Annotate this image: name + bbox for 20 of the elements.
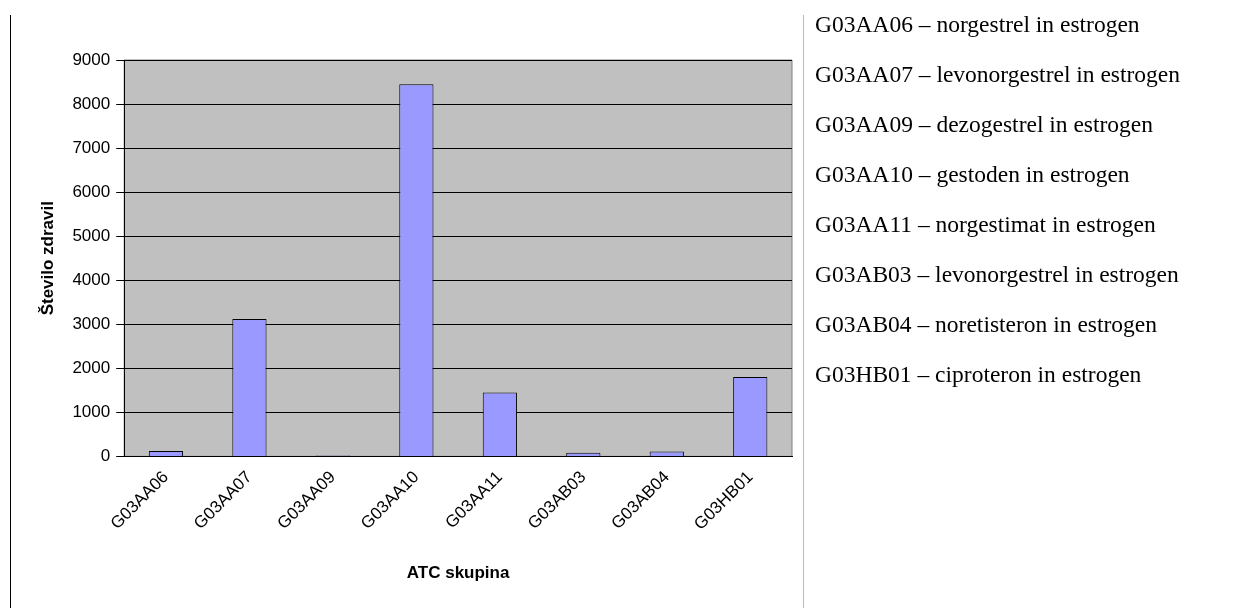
y-tick-label: 6000 — [72, 181, 111, 201]
text: G03AB04 – noretisteron in estrogen — [815, 311, 1158, 337]
text: G03HB01 – ciproteron in estrogen — [815, 361, 1143, 387]
text: G03AA07 – levonorgestrel in estrogen — [815, 61, 1182, 87]
text: G03AB03 – levonorgestrel in estrogen — [815, 261, 1180, 287]
text: G03AA10 – gestoden in estrogen — [815, 161, 1131, 187]
text: G03AA09 – dezogestrel in estrogen — [815, 111, 1155, 137]
y-tick-label: 3000 — [72, 313, 111, 333]
text: G03AA11 – norgestimat in estrogen — [815, 211, 1157, 237]
y-axis-title: Število zdravil — [37, 201, 57, 316]
x-axis-title: ATC skupina — [406, 563, 510, 583]
y-tick-label: 2000 — [72, 357, 111, 377]
y-tick-label: 4000 — [72, 269, 111, 289]
y-tick-label: 7000 — [72, 137, 111, 157]
y-tick-label: 5000 — [72, 225, 111, 245]
y-tick-label: 9000 — [72, 49, 111, 69]
text: G03AA06 – norgestrel in estrogen — [815, 11, 1141, 37]
y-tick-label: 1000 — [72, 402, 111, 422]
y-tick-label: 0 — [100, 446, 111, 466]
y-tick-label: 8000 — [72, 93, 111, 113]
